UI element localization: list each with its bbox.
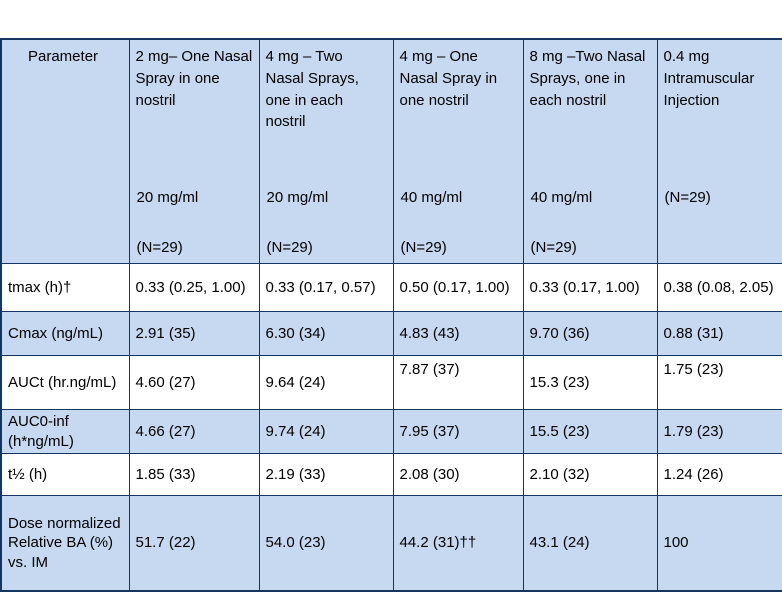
row-label-dose-normalized-ba: Dose normalized Relative BA (%) vs. IM	[0, 495, 130, 592]
row-label-t-half: t½ (h)	[0, 453, 130, 496]
cell-tmax-im: 0.38 (0.08, 2.05)	[656, 263, 782, 312]
cell-dnba-2mg: 51.7 (22)	[128, 495, 260, 592]
pk-parameters-table: Parameter 2 mg– One Nasal Spray in one n…	[0, 38, 782, 592]
cell-cmax-im: 0.88 (31)	[656, 311, 782, 356]
row-tmax: tmax (h)† 0.33 (0.25, 1.00) 0.33 (0.17, …	[0, 263, 782, 312]
cell-auct-2mg: 4.60 (27)	[128, 355, 260, 410]
row-label-tmax: tmax (h)†	[0, 263, 130, 312]
column-dose-strength: 40 mg/ml	[400, 189, 463, 206]
column-title: 8 mg –Two Nasal Sprays, one in each nost…	[529, 48, 646, 109]
row-label-auct: AUCt (hr.ng/mL)	[0, 355, 130, 410]
cell-auct-4mg-one: 7.87 (37)	[392, 355, 524, 410]
column-title: 4 mg – One Nasal Spray in one nostril	[399, 48, 498, 109]
cell-tmax-4mg-one: 0.50 (0.17, 1.00)	[392, 263, 524, 312]
cell-tmax-8mg: 0.33 (0.17, 1.00)	[522, 263, 658, 312]
column-title: 0.4 mg Intramuscular Injection	[663, 48, 755, 109]
cell-thalf-4mg-two: 2.19 (33)	[258, 453, 394, 496]
cell-auct-im: 1.75 (23)	[656, 355, 782, 410]
column-dose-strength: 40 mg/ml	[530, 189, 593, 206]
column-n-count: (N=29)	[664, 189, 711, 206]
column-title: 4 mg – Two Nasal Sprays, one in each nos…	[265, 48, 359, 131]
cell-thalf-2mg: 1.85 (33)	[128, 453, 260, 496]
cell-cmax-4mg-one: 4.83 (43)	[392, 311, 524, 356]
cell-dnba-8mg: 43.1 (24)	[522, 495, 658, 592]
column-title: 2 mg– One Nasal Spray in one nostril	[135, 48, 253, 109]
row-label-auc0-inf: AUC0-inf (h*ng/mL)	[0, 409, 130, 454]
cell-tmax-2mg: 0.33 (0.25, 1.00)	[128, 263, 260, 312]
header-row: Parameter 2 mg– One Nasal Spray in one n…	[0, 38, 782, 264]
header-cell-8mg-two-nasal-sprays: 8 mg –Two Nasal Sprays, one in each nost…	[522, 38, 658, 264]
cell-cmax-4mg-two: 6.30 (34)	[258, 311, 394, 356]
cell-auc0-8mg: 15.5 (23)	[522, 409, 658, 454]
cell-auc0-im: 1.79 (23)	[656, 409, 782, 454]
cell-auc0-4mg-one: 7.95 (37)	[392, 409, 524, 454]
row-cmax: Cmax (ng/mL) 2.91 (35) 6.30 (34) 4.83 (4…	[0, 311, 782, 356]
cell-cmax-2mg: 2.91 (35)	[128, 311, 260, 356]
cell-auct-4mg-two: 9.64 (24)	[258, 355, 394, 410]
cell-dnba-im: 100	[656, 495, 782, 592]
row-t-half: t½ (h) 1.85 (33) 2.19 (33) 2.08 (30) 2.1…	[0, 453, 782, 496]
cell-thalf-8mg: 2.10 (32)	[522, 453, 658, 496]
column-dose-strength: 20 mg/ml	[266, 189, 329, 206]
cell-auct-8mg: 15.3 (23)	[522, 355, 658, 410]
column-dose-strength: 20 mg/ml	[136, 189, 199, 206]
cell-auc0-4mg-two: 9.74 (24)	[258, 409, 394, 454]
cell-thalf-4mg-one: 2.08 (30)	[392, 453, 524, 496]
row-dose-normalized-ba: Dose normalized Relative BA (%) vs. IM 5…	[0, 495, 782, 592]
cell-cmax-8mg: 9.70 (36)	[522, 311, 658, 356]
column-n-count: (N=29)	[266, 239, 313, 256]
column-n-count: (N=29)	[136, 239, 183, 256]
row-label-cmax: Cmax (ng/mL)	[0, 311, 130, 356]
header-cell-2mg-one-nasal-spray: 2 mg– One Nasal Spray in one nostril 20 …	[128, 38, 260, 264]
header-cell-04mg-intramuscular: 0.4 mg Intramuscular Injection (N=29)	[656, 38, 782, 264]
cell-auc0-2mg: 4.66 (27)	[128, 409, 260, 454]
row-auc0-inf: AUC0-inf (h*ng/mL) 4.66 (27) 9.74 (24) 7…	[0, 409, 782, 454]
row-auct: AUCt (hr.ng/mL) 4.60 (27) 9.64 (24) 7.87…	[0, 355, 782, 410]
header-cell-4mg-one-nasal-spray: 4 mg – One Nasal Spray in one nostril 40…	[392, 38, 524, 264]
cell-dnba-4mg-one: 44.2 (31)††	[392, 495, 524, 592]
header-cell-parameter: Parameter	[0, 38, 130, 264]
column-n-count: (N=29)	[530, 239, 577, 256]
column-title: Parameter	[28, 48, 99, 65]
header-cell-4mg-two-nasal-sprays: 4 mg – Two Nasal Sprays, one in each nos…	[258, 38, 394, 264]
cell-tmax-4mg-two: 0.33 (0.17, 0.57)	[258, 263, 394, 312]
column-n-count: (N=29)	[400, 239, 447, 256]
cell-thalf-im: 1.24 (26)	[656, 453, 782, 496]
cell-dnba-4mg-two: 54.0 (23)	[258, 495, 394, 592]
